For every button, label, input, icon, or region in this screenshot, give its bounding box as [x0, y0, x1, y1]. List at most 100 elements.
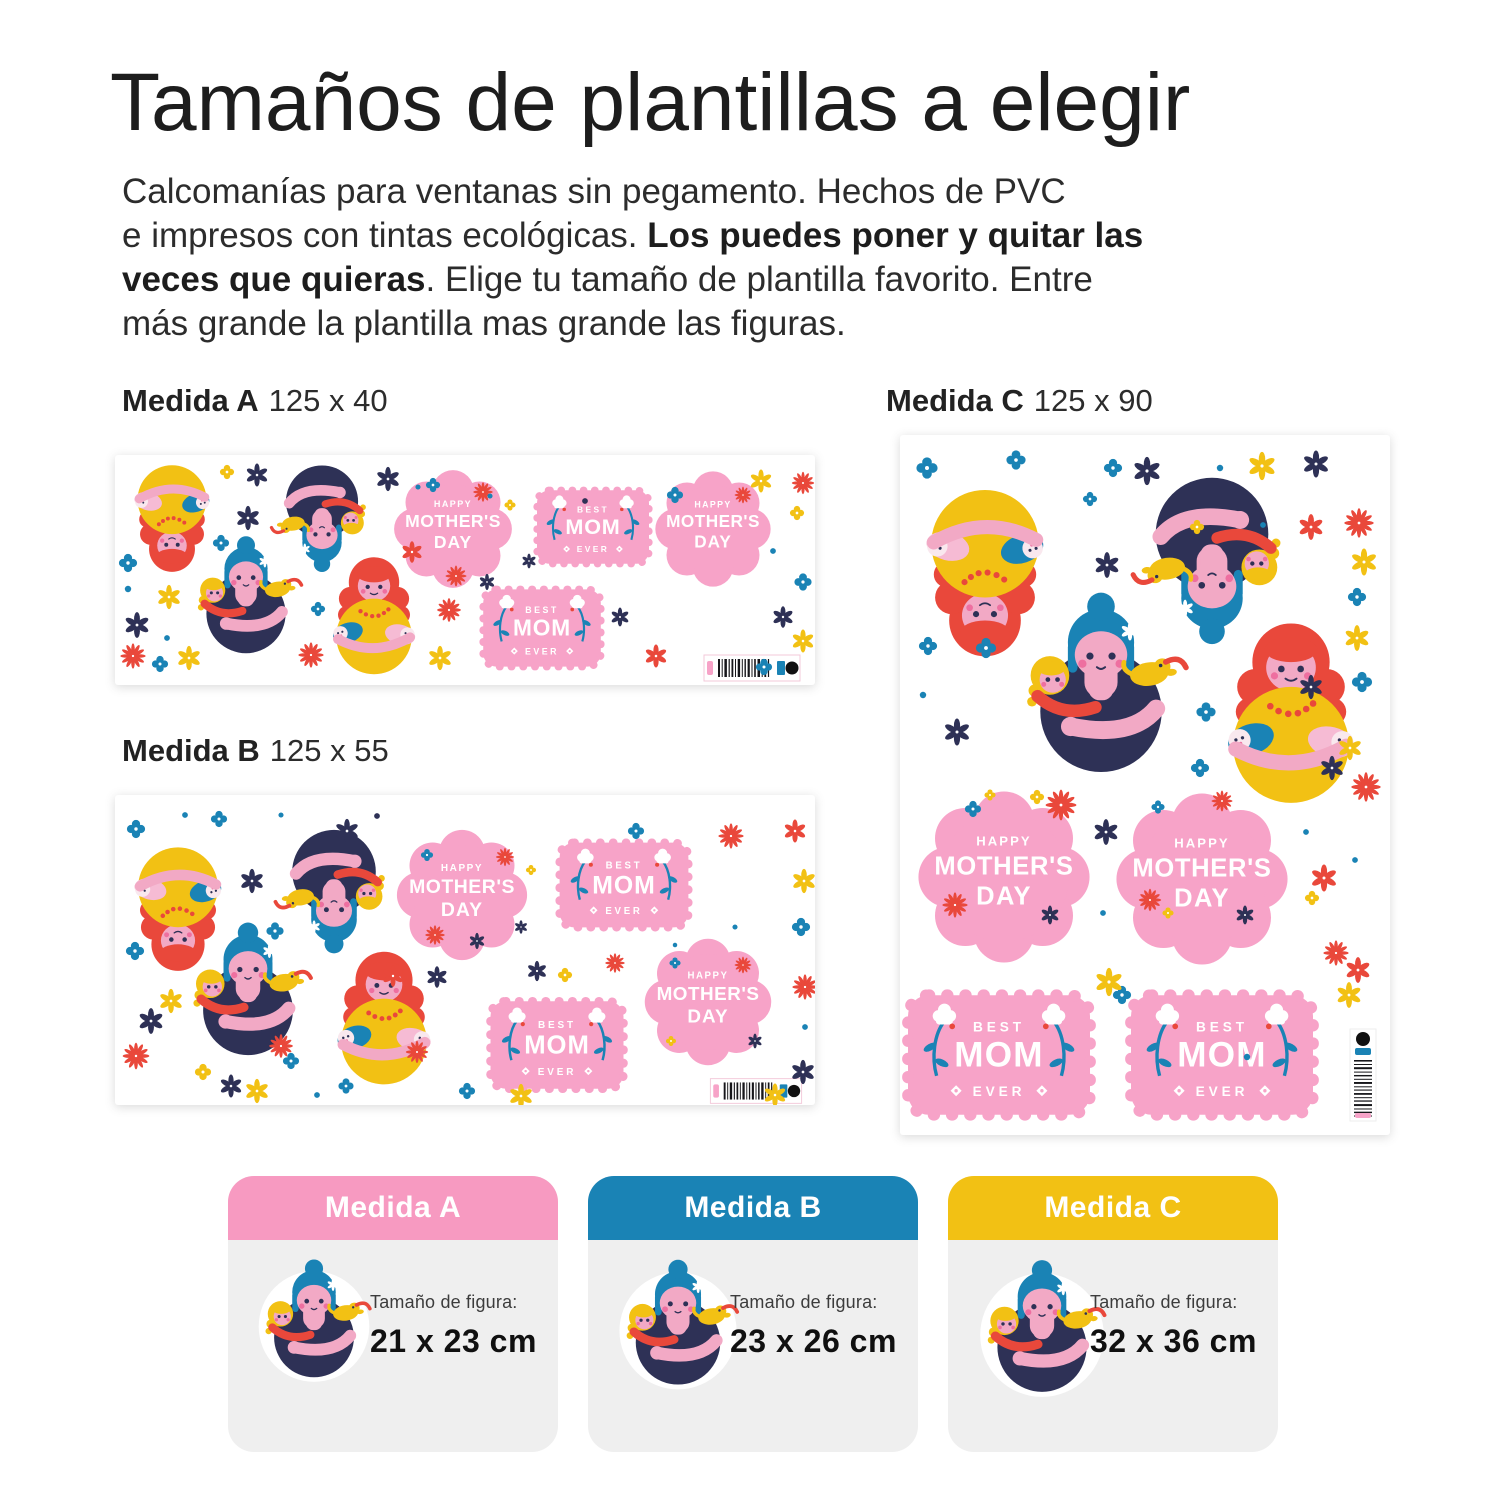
medida-b-dimensions: 125 x 55	[269, 733, 389, 768]
mom-hug-illustration	[254, 1254, 374, 1390]
mothers-day-badge	[644, 938, 772, 1066]
size-card-c: Medida C Tamaño de figura: 32 x 36 cm	[948, 1176, 1278, 1452]
size-card-c-body: Tamaño de figura: 32 x 36 cm	[948, 1240, 1278, 1452]
dot-icon	[802, 1024, 808, 1030]
daisy-icon	[1350, 548, 1378, 576]
dot-icon	[1100, 910, 1106, 916]
daisy-icon	[1133, 456, 1161, 486]
dot-icon	[770, 548, 776, 554]
figure-size-caption: Tamaño de figura:	[370, 1292, 518, 1312]
dot-icon	[919, 691, 927, 699]
flower-icon	[1351, 671, 1373, 693]
daisy-icon	[610, 607, 630, 627]
best-mom-badge	[491, 1001, 624, 1088]
size-card-c-header: Medida C	[948, 1176, 1278, 1240]
daisy-icon	[159, 988, 183, 1014]
dot-icon	[164, 635, 170, 641]
flower-icon	[1196, 702, 1216, 722]
label-medida-b: Medida B 125 x 55	[122, 733, 389, 769]
daisy-icon	[240, 868, 264, 894]
best-mom-badge	[1131, 995, 1313, 1115]
daisy-icon	[428, 645, 452, 671]
mothers-day-badge	[918, 791, 1090, 963]
mothers-day-badge	[396, 829, 528, 961]
flower-icon	[1190, 758, 1210, 778]
daisy-icon	[124, 612, 150, 638]
dot-icon	[182, 812, 188, 818]
dot-icon	[1243, 1053, 1251, 1061]
dot-icon	[672, 942, 678, 948]
flower-icon	[210, 810, 228, 828]
intro-line3-bold: veces que quieras	[122, 260, 426, 299]
label-medida-c: Medida C 125 x 90	[886, 383, 1153, 419]
flower-icon	[794, 573, 812, 591]
dot-icon	[582, 498, 588, 504]
best-mom-badge	[560, 843, 689, 928]
daisy-icon	[783, 819, 807, 843]
intro-line1: Calcomanías para ventanas sin pegamento.…	[122, 172, 1066, 211]
medida-c-name: Medida C	[886, 383, 1024, 418]
burst-flower-icon	[1323, 940, 1349, 966]
daisy-icon	[1298, 514, 1324, 540]
intro-line2: e impresos con tintas ecológicas.	[122, 216, 648, 255]
medida-a-dimensions: 125 x 40	[268, 383, 388, 418]
daisy-icon	[644, 644, 668, 668]
daisy-icon	[1345, 957, 1371, 983]
intro-line2-bold: Los puedes poner y quitar las	[647, 216, 1144, 255]
flower-icon	[1103, 458, 1123, 478]
figure-size-caption: Tamaño de figura:	[1090, 1292, 1238, 1312]
dot-icon	[314, 1092, 320, 1098]
flower-icon	[627, 822, 645, 840]
daisy-icon	[177, 645, 201, 671]
daisy-icon	[1336, 982, 1362, 1008]
mom-twins-illustration	[330, 557, 417, 674]
medida-b-name: Medida B	[122, 733, 260, 768]
daisy-icon	[527, 960, 547, 982]
mom-hug-illustration	[198, 536, 303, 653]
flower-icon	[310, 601, 326, 617]
intro-line3: . Elige tu tamaño de plantilla favorito.…	[425, 260, 1093, 299]
flower-icon	[1347, 587, 1367, 607]
daisy-icon	[138, 1008, 164, 1034]
daisy-icon	[376, 466, 400, 492]
flower-icon	[1304, 890, 1320, 906]
flower-icon	[1006, 450, 1026, 470]
burst-flower-icon	[791, 471, 815, 495]
dot-icon	[374, 813, 380, 819]
daisy-icon	[1248, 451, 1276, 481]
dot-icon	[1352, 857, 1358, 863]
daisy-icon	[1310, 864, 1338, 892]
flower-icon	[791, 917, 811, 937]
burst-flower-icon	[1344, 508, 1374, 538]
daisy-icon	[1094, 552, 1120, 578]
flower-icon	[1082, 491, 1098, 507]
daisy-icon	[426, 966, 448, 988]
mom-twins-illustration	[132, 847, 224, 971]
dot-icon	[1260, 522, 1266, 528]
burst-flower-icon	[605, 953, 625, 973]
daisy-icon	[1093, 819, 1119, 845]
sticker-sheet-a	[115, 455, 815, 685]
burst-flower-icon	[122, 1042, 150, 1070]
dot-icon	[1303, 829, 1309, 835]
mom-hug-illustration	[193, 923, 312, 1056]
best-mom-badge	[483, 589, 601, 666]
daisy-icon	[521, 553, 537, 569]
flower-icon	[918, 636, 938, 656]
daisy-icon	[236, 505, 260, 531]
sticker-sheet-c	[900, 435, 1390, 1135]
size-card-b-header: Medida B	[588, 1176, 918, 1240]
best-mom-badge	[537, 490, 649, 564]
dot-icon	[732, 924, 738, 930]
figure-size-value: 23 x 26 cm	[730, 1323, 897, 1359]
daisy-icon	[245, 463, 269, 487]
mothers-day-badge	[1116, 793, 1288, 965]
size-card-b-body: Tamaño de figura: 23 x 26 cm	[588, 1240, 918, 1452]
daisy-icon	[792, 868, 815, 894]
size-card-a-header: Medida A	[228, 1176, 558, 1240]
daisy-icon	[1344, 625, 1370, 651]
flower-icon	[219, 464, 235, 480]
daisy-icon	[772, 606, 794, 628]
dot-icon	[124, 585, 132, 593]
burst-flower-icon	[792, 974, 815, 1000]
